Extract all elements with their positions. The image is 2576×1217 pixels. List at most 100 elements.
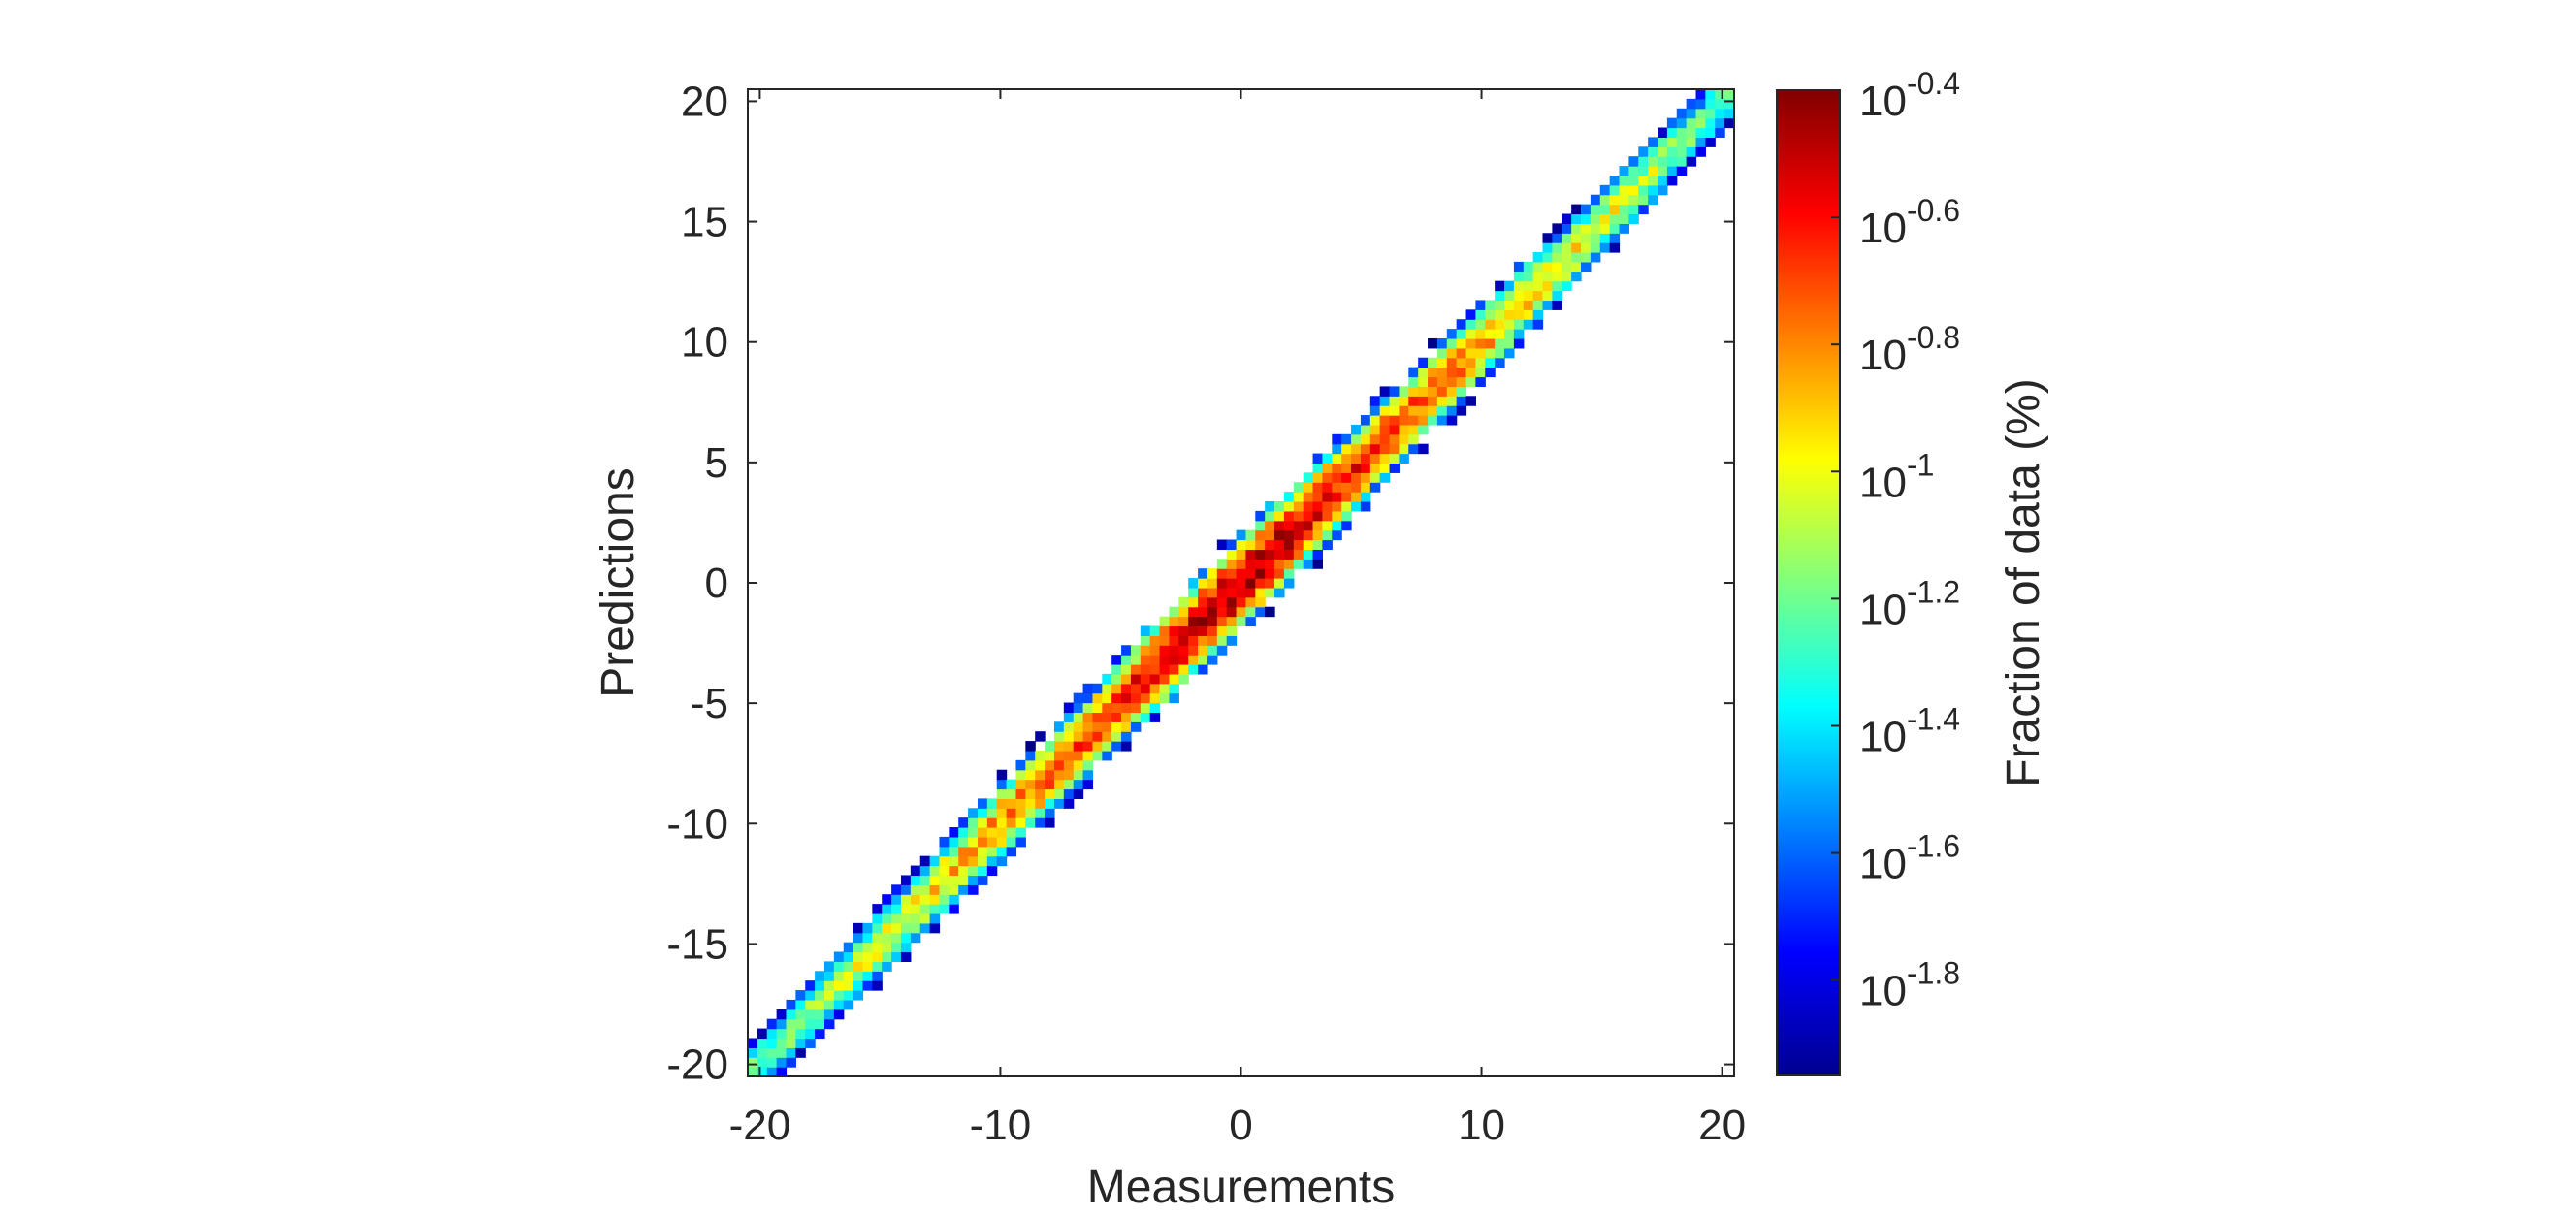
heatmap-cell: [1341, 500, 1352, 512]
heatmap-cell: [1379, 463, 1391, 473]
heatmap-cell: [1562, 280, 1572, 292]
heatmap-cell: [1322, 510, 1333, 522]
heatmap-cell: [1226, 539, 1238, 550]
heatmap-cell: [1207, 645, 1218, 656]
heatmap-cell: [1312, 549, 1324, 560]
heatmap-cell: [949, 865, 959, 877]
heatmap-cell: [1562, 233, 1572, 243]
heatmap-cell: [776, 1018, 788, 1030]
heatmap-cell: [996, 827, 1008, 838]
heatmap-cell: [1523, 280, 1534, 292]
heatmap-cell: [1121, 664, 1132, 675]
heatmap-cell: [1274, 578, 1285, 589]
heatmap-cell: [900, 894, 912, 905]
heatmap-cell: [1130, 664, 1142, 675]
heatmap-cell: [1369, 396, 1381, 406]
heatmap-cell: [1188, 587, 1199, 598]
heatmap-cell: [1226, 596, 1238, 608]
colorbar-tick-label: 10-1.6: [1859, 829, 1960, 888]
heatmap-cell: [1341, 443, 1352, 455]
heatmap-cell: [1245, 587, 1256, 598]
heatmap-cell: [1188, 655, 1199, 665]
heatmap-cell: [1169, 635, 1179, 646]
y-tick-label: 20: [681, 78, 728, 125]
heatmap-cell: [958, 817, 969, 828]
heatmap-cell: [1369, 443, 1381, 455]
heatmap-cell: [977, 875, 988, 885]
heatmap-cell: [1619, 204, 1629, 215]
heatmap-cell: [1552, 252, 1562, 263]
heatmap-cell: [1379, 424, 1391, 435]
heatmap-cell: [1360, 482, 1371, 493]
heatmap-cell: [1216, 635, 1228, 646]
heatmap-cell: [900, 932, 912, 944]
heatmap-cell: [1705, 137, 1716, 147]
heatmap-cell: [900, 884, 912, 895]
heatmap-cell: [1465, 319, 1476, 330]
heatmap-cell: [949, 836, 959, 848]
heatmap-cell: [958, 827, 969, 838]
heatmap-cell: [1245, 539, 1256, 550]
heatmap-cell: [986, 827, 998, 838]
heatmap-cell: [776, 1038, 788, 1048]
heatmap-cell: [1149, 635, 1161, 646]
heatmap-cell: [862, 942, 873, 953]
heatmap-cell: [1063, 741, 1075, 752]
heatmap-cell: [1053, 779, 1065, 790]
heatmap-cell: [1418, 376, 1429, 387]
heatmap-cell: [1351, 492, 1362, 502]
heatmap-cell: [1092, 702, 1103, 714]
heatmap-cell: [1638, 156, 1649, 167]
heatmap-cell: [757, 1057, 768, 1068]
heatmap-cell: [1332, 482, 1342, 493]
heatmap-cell: [1312, 520, 1324, 531]
heatmap-cell: [1159, 655, 1171, 665]
heatmap-cell: [1418, 386, 1429, 397]
heatmap-cell: [1149, 655, 1161, 665]
heatmap-cell: [853, 942, 864, 953]
heatmap-cell: [1283, 559, 1295, 569]
heatmap-cell: [1035, 769, 1046, 781]
heatmap-cell: [1130, 655, 1142, 665]
heatmap-cell: [795, 1038, 806, 1048]
heatmap-cell: [1609, 223, 1621, 234]
heatmap-cell: [996, 798, 1008, 809]
heatmap-cell: [1025, 788, 1036, 799]
heatmap-cell: [1619, 213, 1629, 224]
heatmap-cell: [910, 913, 921, 924]
heatmap-cell: [1045, 779, 1055, 790]
heatmap-cell: [1159, 616, 1171, 627]
heatmap-cell: [1198, 635, 1208, 646]
heatmap-cell: [1465, 396, 1476, 406]
heatmap-cell: [1351, 424, 1362, 435]
heatmap-cell: [1369, 482, 1381, 493]
heatmap-cell: [1418, 367, 1429, 378]
heatmap-cell: [1073, 741, 1084, 752]
heatmap-cell: [1705, 108, 1716, 119]
heatmap-cell: [1121, 721, 1132, 732]
heatmap-cell: [1102, 683, 1112, 694]
heatmap-cell: [1532, 319, 1544, 330]
heatmap-cell: [1686, 146, 1697, 157]
heatmap-cell: [1283, 529, 1295, 541]
heatmap-cell: [1465, 347, 1476, 359]
heatmap-cell: [1436, 357, 1448, 368]
heatmap-cell: [1092, 712, 1103, 722]
heatmap-cell: [1102, 741, 1112, 752]
y-tick-label: 5: [705, 439, 728, 487]
heatmap-cell: [1532, 309, 1544, 320]
heatmap-cell: [1169, 655, 1179, 665]
heatmap-cell: [1542, 300, 1553, 310]
heatmap-cell: [1226, 606, 1238, 618]
heatmap-cell: [1446, 376, 1458, 387]
heatmap-cell: [1226, 578, 1238, 589]
heatmap-cell: [1408, 433, 1419, 445]
heatmap-cell: [1121, 655, 1132, 665]
heatmap-cell: [910, 922, 921, 934]
heatmap-cell: [1590, 233, 1601, 243]
heatmap-cell: [1025, 808, 1036, 818]
heatmap-cell: [1188, 664, 1199, 675]
heatmap-cell: [1111, 712, 1122, 722]
heatmap-cell: [1428, 396, 1438, 406]
heatmap-cell: [1140, 683, 1151, 694]
